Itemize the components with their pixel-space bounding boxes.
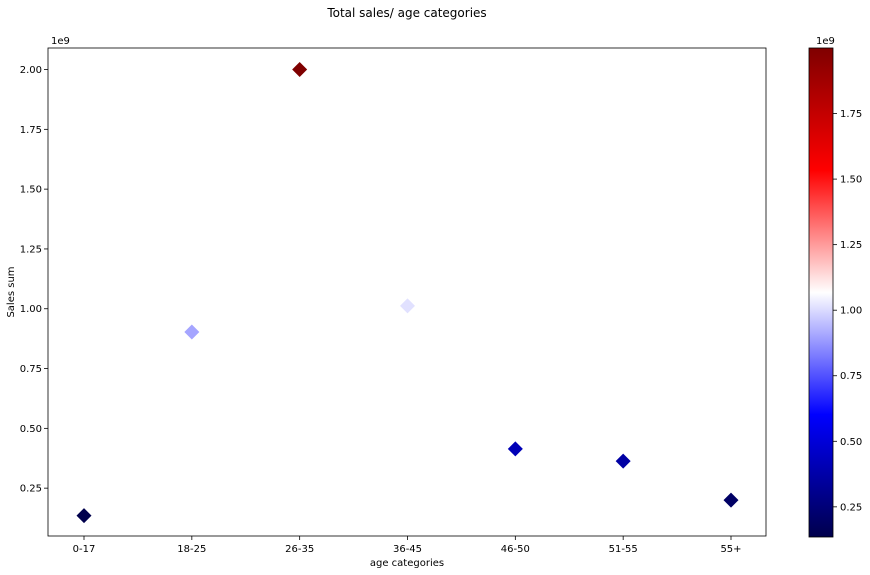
data-point [400, 298, 415, 314]
y-tick-label: 1.00 [20, 304, 42, 315]
y-tick-label: 0.50 [20, 424, 42, 435]
chart-title: Total sales/ age categories [326, 6, 486, 20]
y-tick-label: 0.25 [20, 484, 42, 495]
x-tick-label: 51-55 [609, 544, 638, 555]
y-axis: 0.25 0.50 0.75 1.00 1.25 1.50 1.75 2.00 [20, 65, 48, 495]
y-tick-label: 2.00 [20, 65, 42, 76]
x-axis: 0-17 18-25 26-35 36-45 46-50 51-55 55+ [73, 536, 742, 555]
colorbar-frame [808, 47, 834, 538]
data-markers [76, 62, 739, 524]
x-tick-label: 46-50 [501, 544, 530, 555]
x-tick-label: 55+ [720, 544, 741, 555]
y-tick-label: 0.75 [20, 364, 42, 375]
x-tick-label: 36-45 [393, 544, 422, 555]
data-point [184, 324, 200, 340]
colorbar-tick-label: 1.50 [840, 175, 862, 186]
data-point [507, 441, 523, 457]
colorbar: 0.25 0.50 0.75 1.00 1.25 1.50 1.75 1e9 [808, 36, 862, 538]
data-point [723, 492, 739, 508]
x-axis-label: age categories [370, 558, 444, 569]
y-axis-label: Sales sum [6, 266, 17, 317]
x-tick-label: 26-35 [285, 544, 314, 555]
colorbar-tick-label: 1.25 [840, 240, 862, 251]
plot-area: 0.25 0.50 0.75 1.00 1.25 1.50 1.75 2.00 0-17 18-… [20, 47, 767, 555]
colorbar-axis: 0.25 0.50 0.75 1.00 1.25 1.50 1.75 [833, 109, 862, 513]
colorbar-tick-label: 1.00 [840, 306, 862, 317]
data-point [615, 453, 631, 469]
y-tick-label: 1.25 [20, 244, 42, 255]
colorbar-scale-label: 1e9 [816, 36, 835, 47]
x-tick-label: 0-17 [73, 544, 96, 555]
x-tick-label: 18-25 [177, 544, 206, 555]
colorbar-gradient [809, 48, 833, 537]
data-point [76, 508, 92, 524]
colorbar-tick-label: 0.75 [840, 371, 862, 382]
y-scale-label: 1e9 [51, 36, 70, 47]
colorbar-tick-label: 0.50 [840, 437, 862, 448]
colorbar-tick-label: 0.25 [840, 502, 862, 513]
data-point [292, 62, 308, 78]
colorbar-tick-label: 1.75 [840, 109, 862, 120]
plot-frame [47, 47, 767, 537]
y-tick-label: 1.50 [20, 185, 42, 196]
y-tick-label: 1.75 [20, 125, 42, 136]
